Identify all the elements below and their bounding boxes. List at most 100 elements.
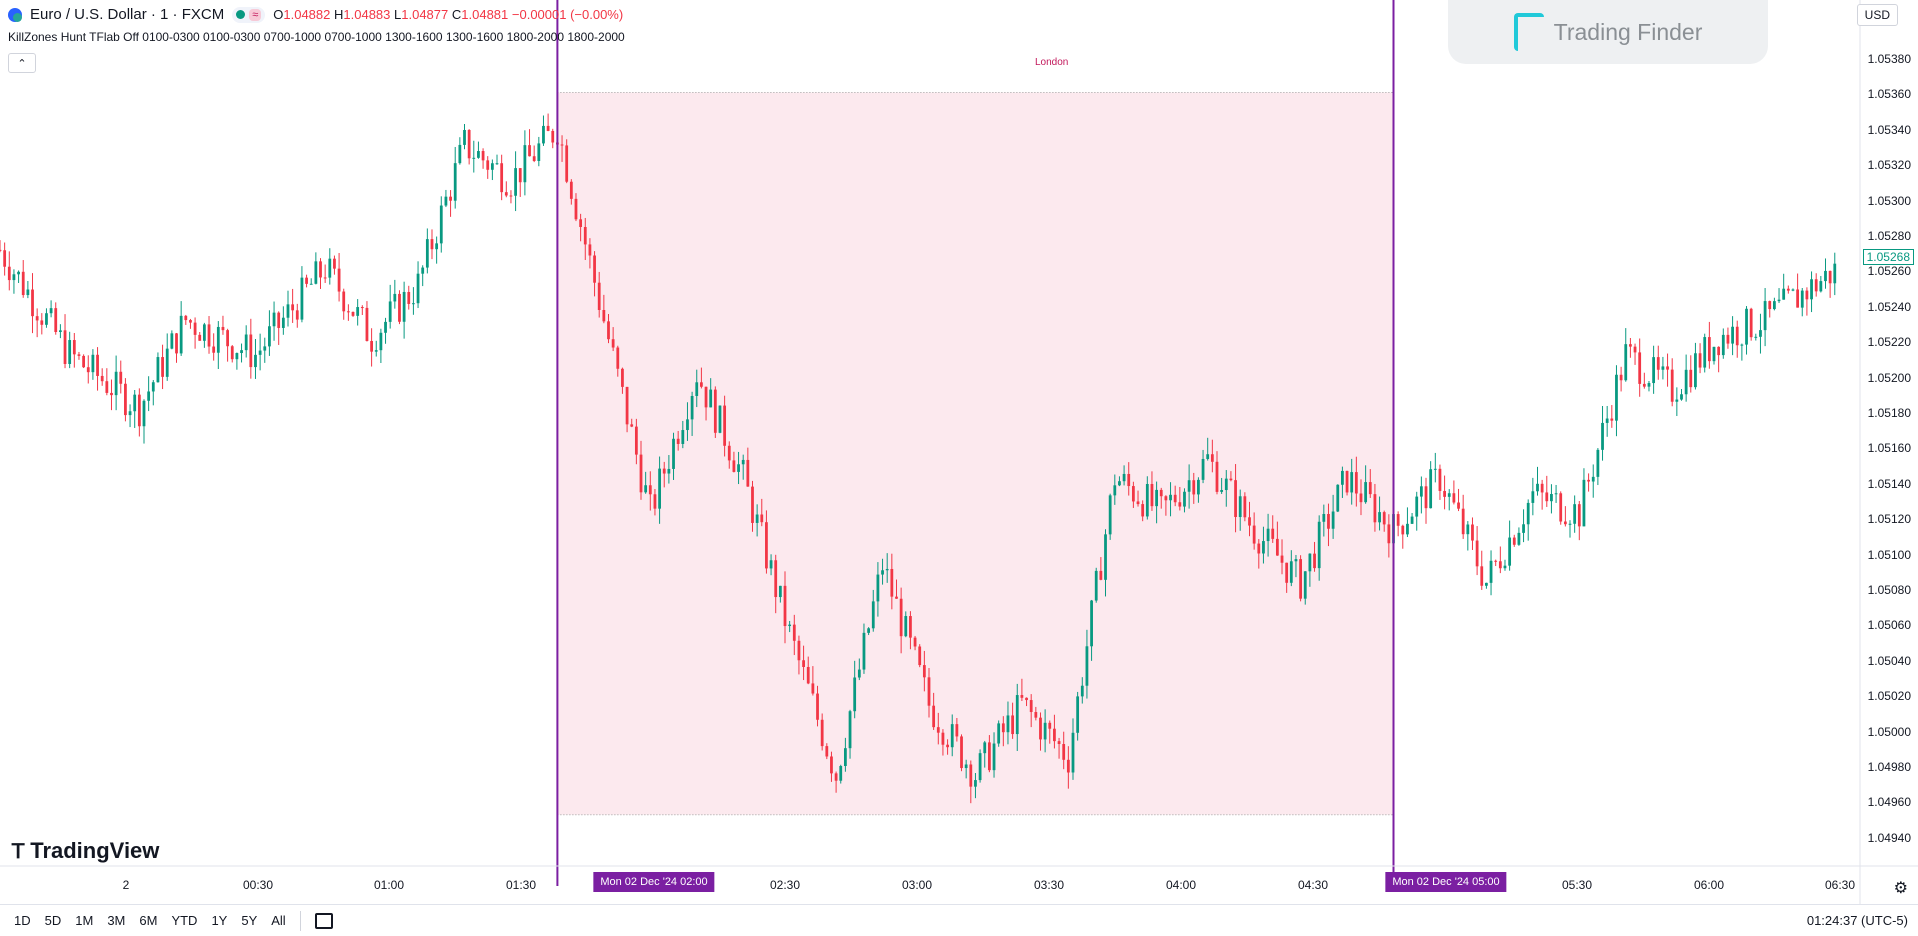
candle-body (240, 350, 243, 354)
candle-body (811, 683, 815, 694)
candle-body (295, 310, 299, 320)
collapse-legend-button[interactable]: ⌃ (8, 53, 36, 73)
candle-body (472, 157, 476, 159)
candle-body (1224, 478, 1228, 491)
candle-body (1071, 732, 1075, 773)
candle-body (1057, 741, 1061, 745)
candle-body (681, 430, 685, 444)
candle-body (1327, 513, 1330, 529)
candle-body (778, 585, 782, 598)
candle-body (1285, 562, 1289, 583)
candle-body (686, 419, 689, 431)
candle-body (77, 354, 81, 356)
candle-body (1638, 352, 1642, 384)
candle-body (1150, 483, 1154, 507)
candle-body (918, 646, 922, 666)
candle-body (1062, 744, 1066, 760)
candle-body (1252, 525, 1256, 544)
range-6m-button[interactable]: 6M (139, 913, 158, 928)
candle-body (579, 219, 583, 228)
candle-body (1615, 374, 1618, 421)
candle-body (876, 574, 880, 602)
candle-body (662, 468, 666, 474)
candle-body (941, 732, 945, 745)
candle-body (86, 367, 90, 373)
calendar-goto-icon[interactable] (314, 912, 333, 929)
candle-body (765, 522, 768, 569)
candle-body (156, 357, 160, 383)
candle-body (189, 320, 192, 323)
range-1m-button[interactable]: 1M (75, 913, 94, 928)
candle-body (881, 570, 884, 575)
candle-body (997, 723, 1001, 744)
candle-body (1494, 560, 1498, 562)
candle-body (1155, 489, 1158, 507)
candle-body (1262, 541, 1265, 554)
candle-body (1786, 288, 1790, 291)
range-5y-button[interactable]: 5Y (241, 913, 258, 928)
candle-body (1577, 504, 1581, 527)
candle-body (774, 560, 778, 598)
candle-body (964, 764, 968, 769)
symbol-flag-icon (8, 7, 22, 22)
candle-body (1559, 493, 1563, 522)
price-axis-label: 1.05360 (1867, 87, 1911, 102)
candle-body (1317, 521, 1321, 569)
time-axis-label: 01:30 (505, 878, 537, 892)
candle-body (1772, 301, 1776, 310)
candle-body (741, 459, 745, 465)
candle-body (356, 307, 360, 316)
candle-body (1387, 524, 1391, 544)
range-1d-button[interactable]: 1D (14, 913, 31, 928)
time-axis-label: 2 (122, 878, 130, 892)
candle-body (1299, 559, 1302, 599)
clock-timezone[interactable]: 01:24:37 (UTC-5) (1806, 913, 1908, 928)
candle-body (1740, 344, 1744, 346)
candle-body (1322, 513, 1326, 522)
range-5d-button[interactable]: 5D (44, 913, 62, 928)
candle-body (277, 312, 281, 328)
gear-icon[interactable]: ⚙ (1893, 880, 1908, 897)
candle-body (574, 198, 578, 220)
candle-body (593, 255, 596, 283)
symbol-title[interactable]: Euro / U.S. Dollar · 1 · FXCM (30, 6, 225, 23)
candle-body (1443, 490, 1446, 497)
price-axis-label: 1.05280 (1867, 229, 1911, 243)
price-axis-label: 1.05040 (1867, 653, 1911, 668)
candle-body (871, 601, 875, 629)
range-1y-button[interactable]: 1Y (211, 913, 228, 928)
candle-body (1466, 524, 1470, 535)
price-axis-label: 1.05200 (1867, 370, 1911, 385)
indicator-legend[interactable]: KillZones Hunt TFlab Off 0100-0300 0100-… (8, 30, 625, 44)
candle-body (430, 239, 434, 250)
candle-body (895, 596, 898, 599)
candle-body (1489, 560, 1493, 583)
price-axis-label: 1.05080 (1867, 583, 1911, 597)
time-axis-label: 03:00 (901, 878, 933, 892)
candle-body (105, 381, 109, 393)
candle-body (565, 145, 569, 182)
candle-body (453, 163, 457, 201)
candle-body (114, 371, 118, 396)
candle-body (936, 727, 940, 733)
candle-body (305, 277, 308, 284)
market-status-pill[interactable]: ≈ (232, 6, 266, 23)
candle-body (514, 168, 517, 196)
candle-body (621, 368, 624, 387)
candle-body (72, 340, 76, 355)
candle-body (12, 274, 16, 281)
market-open-icon (236, 10, 246, 19)
candle-body (1141, 504, 1145, 517)
candle-body (54, 308, 58, 333)
range-all-button[interactable]: All (271, 913, 286, 928)
candle-body (407, 291, 411, 304)
candle-body (1652, 357, 1656, 384)
currency-selector[interactable]: USD (1856, 4, 1898, 26)
candle-body (597, 282, 601, 310)
range-3m-button[interactable]: 3M (107, 913, 126, 928)
candle-body (1731, 326, 1734, 344)
range-ytd-button[interactable]: YTD (171, 913, 198, 928)
candle-body (416, 273, 420, 304)
candle-body (737, 464, 740, 472)
